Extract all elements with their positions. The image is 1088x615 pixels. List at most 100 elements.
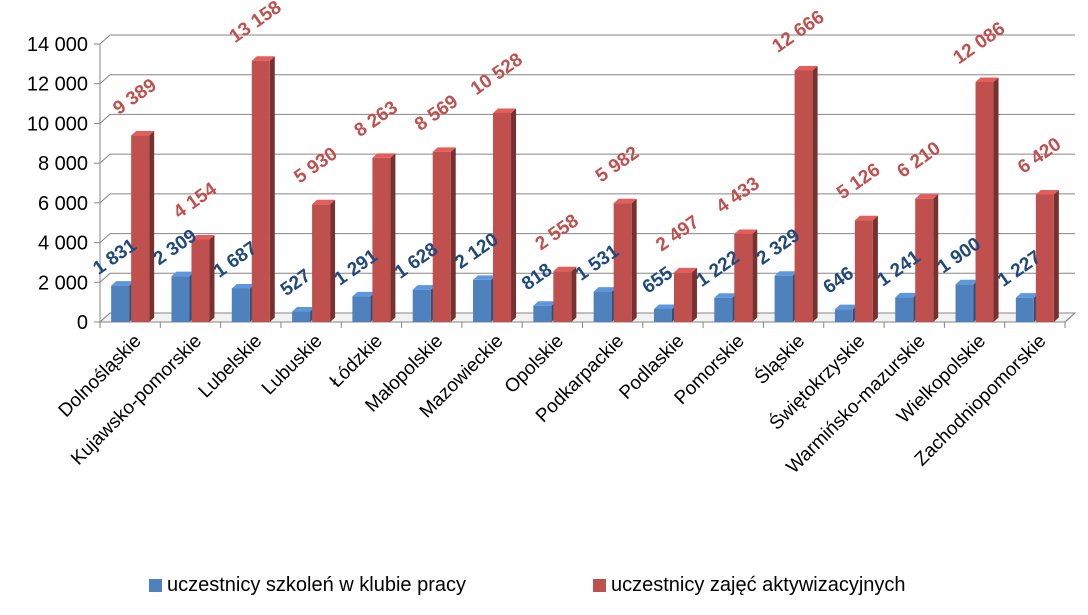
y-axis-tick-label: 4 000 bbox=[38, 233, 88, 255]
bar-series-2-side bbox=[993, 77, 999, 323]
legend: uczestnicy szkoleń w klubie pracy uczest… bbox=[0, 574, 1088, 604]
bar-series-1-front bbox=[714, 297, 733, 322]
x-axis-tick-label: Śląskie bbox=[750, 330, 809, 389]
bar-series-1-top bbox=[955, 279, 979, 285]
bar-series-1 bbox=[171, 271, 195, 322]
bar-series-2 bbox=[975, 77, 999, 323]
bar-series-2-side bbox=[933, 194, 939, 322]
bar-series-2 bbox=[372, 153, 396, 322]
y-axis-tick-label: 6 000 bbox=[38, 193, 88, 215]
bar-series-2-side bbox=[571, 266, 577, 322]
bar-series-1 bbox=[895, 292, 919, 322]
bar-series-2-side bbox=[330, 199, 336, 322]
bar-series-2-side bbox=[390, 153, 396, 322]
data-label-series-2: 8 263 bbox=[351, 97, 402, 141]
bar-series-2-side bbox=[511, 108, 517, 322]
bar-series-2-side bbox=[752, 229, 758, 322]
x-axis-tick-label: Lubuskie bbox=[258, 331, 327, 400]
bar-series-2-top bbox=[191, 235, 215, 240]
bar-series-1-front bbox=[774, 275, 793, 322]
bar-series-1-top bbox=[292, 307, 316, 312]
data-label-series-2: 13 158 bbox=[226, 0, 286, 47]
bar-series-2-top bbox=[734, 229, 758, 234]
y-axis-tick-label: 8 000 bbox=[38, 153, 88, 175]
x-axis-tick-labels: DolnośląskieKujawsko-pomorskieLubelskieL… bbox=[55, 330, 1051, 478]
bar-series-2-top bbox=[432, 147, 456, 152]
bar-series-1 bbox=[834, 304, 858, 322]
bar-series-2-front bbox=[794, 70, 813, 322]
x-axis-tick-label: Łódzkie bbox=[326, 331, 387, 392]
bar-series-2 bbox=[312, 199, 336, 322]
y-axis-tick-labels: 0 2 000 4 000 6 000 8 000 10 000 12 000 14 000 bbox=[27, 34, 88, 334]
bar-series-2-top bbox=[372, 153, 396, 158]
y-axis-tick-label: 2 000 bbox=[38, 272, 88, 294]
bar-series-2 bbox=[613, 198, 637, 322]
bar-series-2-side bbox=[1053, 190, 1059, 322]
bar-series-1-front bbox=[593, 291, 612, 322]
gridline-depth bbox=[99, 114, 111, 124]
bar-series-1 bbox=[352, 291, 376, 322]
bar-series-2-top bbox=[131, 131, 155, 136]
y-axis-tick-label: 14 000 bbox=[27, 34, 88, 56]
bar-series-2-front bbox=[975, 82, 994, 323]
bar-series-2 bbox=[915, 194, 939, 322]
bars bbox=[111, 56, 1059, 323]
bar-series-1 bbox=[412, 285, 436, 322]
data-label-series-1: 527 bbox=[277, 265, 315, 300]
bar-series-2-side bbox=[691, 267, 697, 322]
data-label-series-2: 9 389 bbox=[110, 75, 161, 119]
bar-series-2-front bbox=[1035, 194, 1054, 322]
bar-series-2-side bbox=[872, 215, 878, 322]
bar-series-1-front bbox=[352, 296, 371, 322]
bar-series-2-front bbox=[734, 233, 753, 322]
bar-series-1-top bbox=[895, 292, 919, 298]
bar-series-2-top bbox=[673, 267, 697, 273]
bar-series-1-top bbox=[412, 285, 436, 290]
bar-series-1 bbox=[111, 281, 135, 322]
bar-series-2-top bbox=[312, 199, 336, 205]
bar-series-2-top bbox=[493, 108, 517, 113]
bar-series-1-front bbox=[533, 305, 552, 322]
bar-series-2-side bbox=[450, 147, 456, 322]
bar-series-1 bbox=[1015, 293, 1039, 322]
bar-series-1-top bbox=[352, 291, 376, 297]
bar-series-2 bbox=[191, 235, 215, 322]
bar-series-2 bbox=[1035, 190, 1059, 322]
data-label-series-2: 8 569 bbox=[411, 91, 462, 135]
bar-series-1 bbox=[473, 275, 497, 322]
bar-series-1-front bbox=[895, 297, 914, 322]
bar-series-1-front bbox=[473, 279, 492, 322]
bar-series-2-side bbox=[631, 198, 637, 322]
bar-series-2-front bbox=[553, 271, 572, 322]
bar-series-2-front bbox=[372, 157, 391, 322]
bar-series-2 bbox=[854, 215, 878, 322]
bar-series-2-front bbox=[673, 272, 692, 322]
bar-series-2-top bbox=[854, 215, 878, 221]
bar-series-2-front bbox=[493, 112, 512, 322]
data-label-series-2: 2 558 bbox=[532, 210, 583, 254]
bar-series-2-top bbox=[1035, 190, 1059, 195]
bar-series-1-top bbox=[231, 284, 255, 289]
bar-series-2 bbox=[251, 56, 275, 322]
bar-series-2-side bbox=[269, 56, 275, 322]
bar-series-1-front bbox=[1015, 297, 1034, 322]
bar-series-2 bbox=[553, 266, 577, 322]
bar-series-2-front bbox=[854, 220, 873, 322]
data-label-series-1: 655 bbox=[639, 263, 677, 299]
bar-series-1-top bbox=[653, 304, 677, 309]
bar-series-1 bbox=[653, 304, 677, 322]
bar-series-2-top bbox=[975, 77, 999, 83]
bar-series-1-front bbox=[292, 311, 311, 322]
bar-series-1-front bbox=[231, 288, 250, 322]
y-axis-tick-label: 10 000 bbox=[27, 113, 88, 135]
data-label-series-2: 4 154 bbox=[170, 179, 221, 224]
legend-swatch-series-2 bbox=[593, 579, 606, 592]
bar-series-1 bbox=[774, 271, 798, 322]
bar-series-1-front bbox=[111, 285, 130, 322]
bar-series-2 bbox=[131, 131, 155, 322]
bar-series-2 bbox=[734, 229, 758, 322]
legend-swatch-series-1 bbox=[149, 579, 162, 592]
bar-series-1 bbox=[955, 279, 979, 322]
bar-series-1-front bbox=[412, 289, 431, 322]
